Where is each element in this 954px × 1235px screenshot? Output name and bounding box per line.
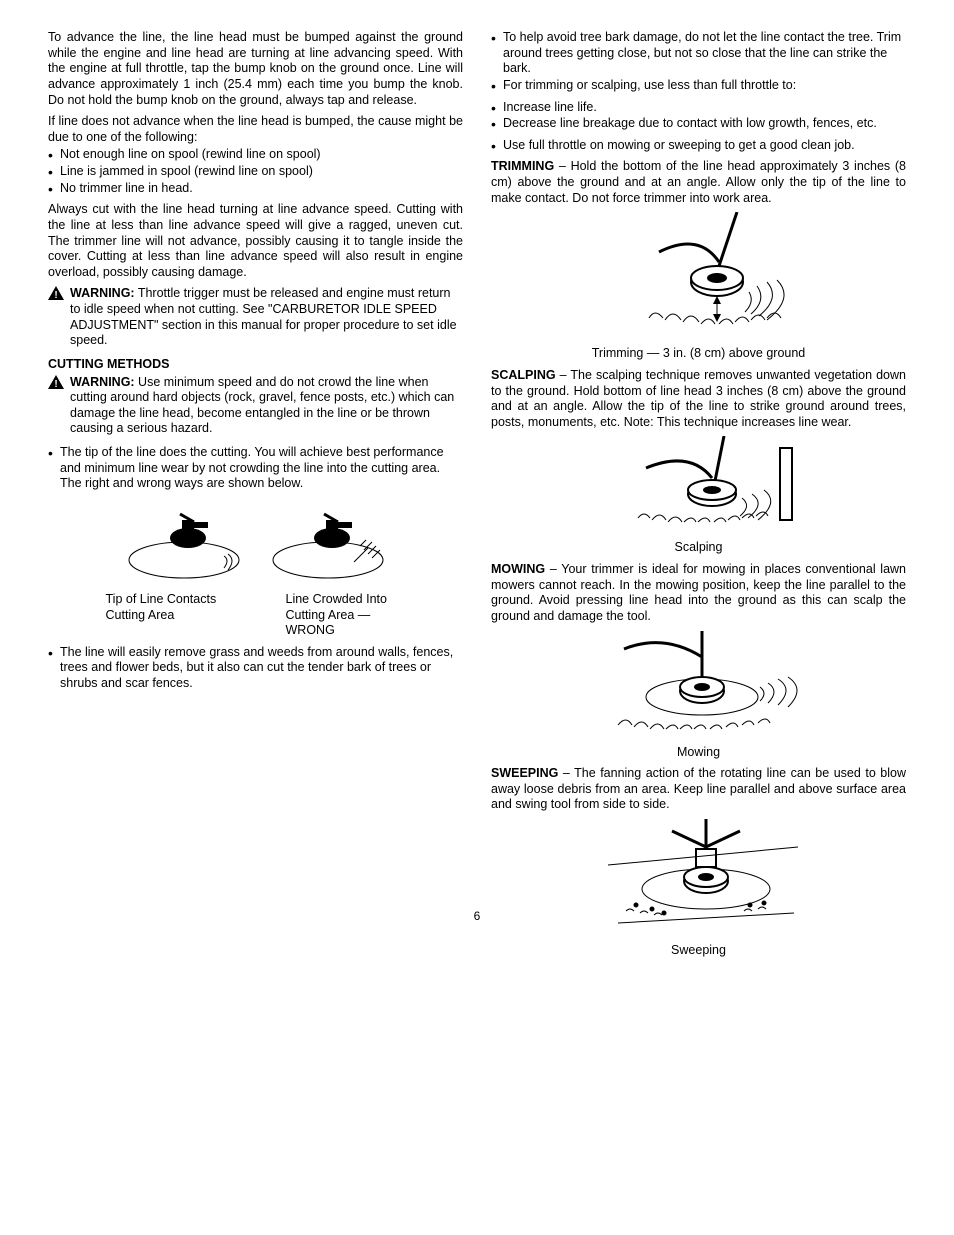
trimming-figure-icon: [599, 212, 799, 342]
bullet-dot-icon: •: [491, 117, 503, 131]
trimming-heading: TRIMMING: [491, 159, 554, 173]
scalping-figure: Scalping: [491, 436, 906, 556]
trimming-figure: Trimming — 3 in. (8 cm) above ground: [491, 212, 906, 362]
list-text: No trimmer line in head.: [60, 181, 463, 197]
list-item: •The line will easily remove grass and w…: [48, 645, 463, 692]
right-bullets: •To help avoid tree bark damage, do not …: [491, 30, 906, 94]
trimming-para: TRIMMING – Hold the bottom of the line h…: [491, 159, 906, 206]
figure-captions: Tip of Line Contacts Cutting Area Line C…: [48, 592, 463, 639]
bullet-dot-icon: •: [48, 446, 60, 460]
left-column: To advance the line, the line head must …: [48, 30, 463, 965]
right-wrong-figure: [48, 498, 463, 588]
line-advance-para: To advance the line, the line head must …: [48, 30, 463, 108]
mowing-figure-icon: [594, 631, 804, 741]
sweeping-figure: Sweeping: [491, 819, 906, 959]
warning-text: WARNING: Use minimum speed and do not cr…: [70, 375, 463, 438]
list-item: •Decrease line breakage due to contact w…: [491, 116, 906, 132]
figure-line-crowded-icon: [268, 498, 388, 588]
methods-list: •The tip of the line does the cutting. Y…: [48, 445, 463, 492]
warning-block-1: ! WARNING: Throttle trigger must be rele…: [48, 286, 463, 349]
list-text: The line will easily remove grass and we…: [60, 645, 463, 692]
line-noadvance-intro: If line does not advance when the line h…: [48, 114, 463, 145]
list-item: •Line is jammed in spool (rewind line on…: [48, 164, 463, 180]
mowing-figure: Mowing: [491, 631, 906, 761]
list-item: •For trimming or scalping, use less than…: [491, 78, 906, 94]
bullet-dot-icon: •: [491, 79, 503, 93]
manual-page: To advance the line, the line head must …: [0, 0, 954, 1235]
bullet-dot-icon: •: [48, 182, 60, 196]
list-item: •Not enough line on spool (rewind line o…: [48, 147, 463, 163]
right-sub-bullets: •Increase line life. •Decrease line brea…: [491, 100, 906, 132]
list-text: To help avoid tree bark damage, do not l…: [503, 30, 906, 77]
sweeping-fig-label: Sweeping: [491, 943, 906, 959]
warning-text: WARNING: Throttle trigger must be releas…: [70, 286, 463, 349]
warning-triangle-icon: !: [48, 375, 70, 391]
mowing-text: – Your trimmer is ideal for mowing in pl…: [491, 562, 906, 623]
fig-caption-right: Line Crowded Into Cutting Area — WRONG: [286, 592, 406, 639]
list-text: Decrease line breakage due to contact wi…: [503, 116, 906, 132]
mowing-para: MOWING – Your trimmer is ideal for mowin…: [491, 562, 906, 625]
always-cut-para: Always cut with the line head turning at…: [48, 202, 463, 280]
page-number: 6: [474, 909, 481, 923]
methods-list-2: •The line will easily remove grass and w…: [48, 645, 463, 692]
warning-triangle-icon: !: [48, 286, 70, 302]
list-text: Use full throttle on mowing or sweeping …: [503, 138, 906, 154]
mowing-fig-label: Mowing: [491, 745, 906, 761]
list-item: •Increase line life.: [491, 100, 906, 116]
right-bullets-2: •Use full throttle on mowing or sweeping…: [491, 138, 906, 154]
two-column-layout: To advance the line, the line head must …: [48, 30, 906, 965]
sweeping-para: SWEEPING – The fanning action of the rot…: [491, 766, 906, 813]
line-noadvance-list: •Not enough line on spool (rewind line o…: [48, 147, 463, 196]
svg-text:!: !: [54, 379, 57, 389]
sweeping-heading: SWEEPING: [491, 766, 558, 780]
trimming-text: – Hold the bottom of the line head appro…: [491, 159, 906, 204]
mowing-heading: MOWING: [491, 562, 545, 576]
list-item: •The tip of the line does the cutting. Y…: [48, 445, 463, 492]
scalping-para: SCALPING – The scalping technique remove…: [491, 368, 906, 431]
right-column: •To help avoid tree bark damage, do not …: [491, 30, 906, 965]
bullet-dot-icon: •: [491, 139, 503, 153]
bullet-dot-icon: •: [48, 646, 60, 660]
fig-caption-left: Tip of Line Contacts Cutting Area: [106, 592, 226, 639]
figure-tip-contact-icon: [124, 498, 244, 588]
warning-label: WARNING:: [70, 286, 135, 300]
bullet-dot-icon: •: [48, 148, 60, 162]
trimming-fig-note: Trimming — 3 in. (8 cm) above ground: [491, 346, 906, 362]
list-text: The tip of the line does the cutting. Yo…: [60, 445, 463, 492]
list-text: Increase line life.: [503, 100, 906, 116]
list-text: For trimming or scalping, use less than …: [503, 78, 906, 94]
list-item: •Use full throttle on mowing or sweeping…: [491, 138, 906, 154]
sweeping-figure-icon: [594, 819, 804, 939]
list-text: Line is jammed in spool (rewind line on …: [60, 164, 463, 180]
list-item: •To help avoid tree bark damage, do not …: [491, 30, 906, 77]
bullet-dot-icon: •: [48, 165, 60, 179]
cutting-methods-heading: CUTTING METHODS: [48, 357, 463, 373]
bullet-dot-icon: •: [491, 31, 503, 45]
warning-label: WARNING:: [70, 375, 135, 389]
warning-block-2: ! WARNING: Use minimum speed and do not …: [48, 375, 463, 438]
svg-text:!: !: [54, 290, 57, 300]
scalping-heading: SCALPING: [491, 368, 556, 382]
bullet-dot-icon: •: [491, 101, 503, 115]
list-text: Not enough line on spool (rewind line on…: [60, 147, 463, 163]
scalping-fig-label: Scalping: [491, 540, 906, 556]
list-item: •No trimmer line in head.: [48, 181, 463, 197]
scalping-figure-icon: [594, 436, 804, 536]
